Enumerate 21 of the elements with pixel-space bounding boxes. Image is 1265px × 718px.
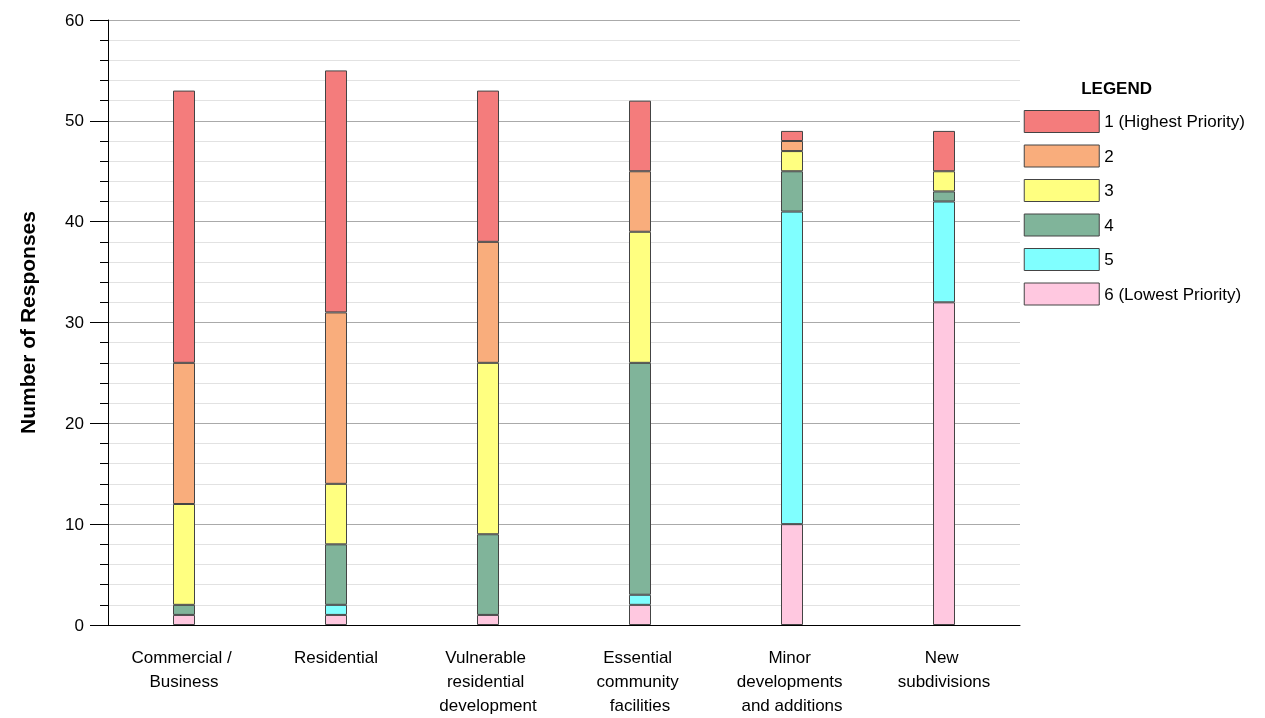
y-tick-label: 50 (65, 111, 84, 131)
y-tick-label: 40 (65, 212, 84, 232)
legend-label: 6 (Lowest Priority) (1104, 284, 1242, 304)
legend-label: 1 (Highest Priority) (1104, 112, 1246, 131)
y-tick-label: 10 (65, 514, 84, 534)
legend-label: 2 (1104, 146, 1114, 166)
x-tick-label: Vulnerable residential development (439, 647, 537, 715)
y-tick-label: 20 (65, 413, 84, 433)
x-tick-label: Minor developments and additions (736, 647, 848, 715)
x-tick-label: Residential (293, 647, 379, 667)
y-tick-label: 30 (65, 313, 84, 332)
x-tick-label: Commercial / Business (131, 647, 237, 691)
y-axis-title: Number of Responses (16, 211, 39, 434)
legend-label: 5 (1104, 250, 1114, 269)
legend-label: 4 (1104, 215, 1114, 235)
legend-label: 3 (1104, 181, 1114, 200)
x-tick-label: New subdivisions (897, 647, 991, 691)
y-tick-label: 60 (65, 10, 84, 30)
legend-title: LEGEND (1081, 79, 1152, 98)
x-tick-label: Essential community facilities (596, 647, 684, 715)
y-tick-label: 0 (74, 615, 84, 635)
